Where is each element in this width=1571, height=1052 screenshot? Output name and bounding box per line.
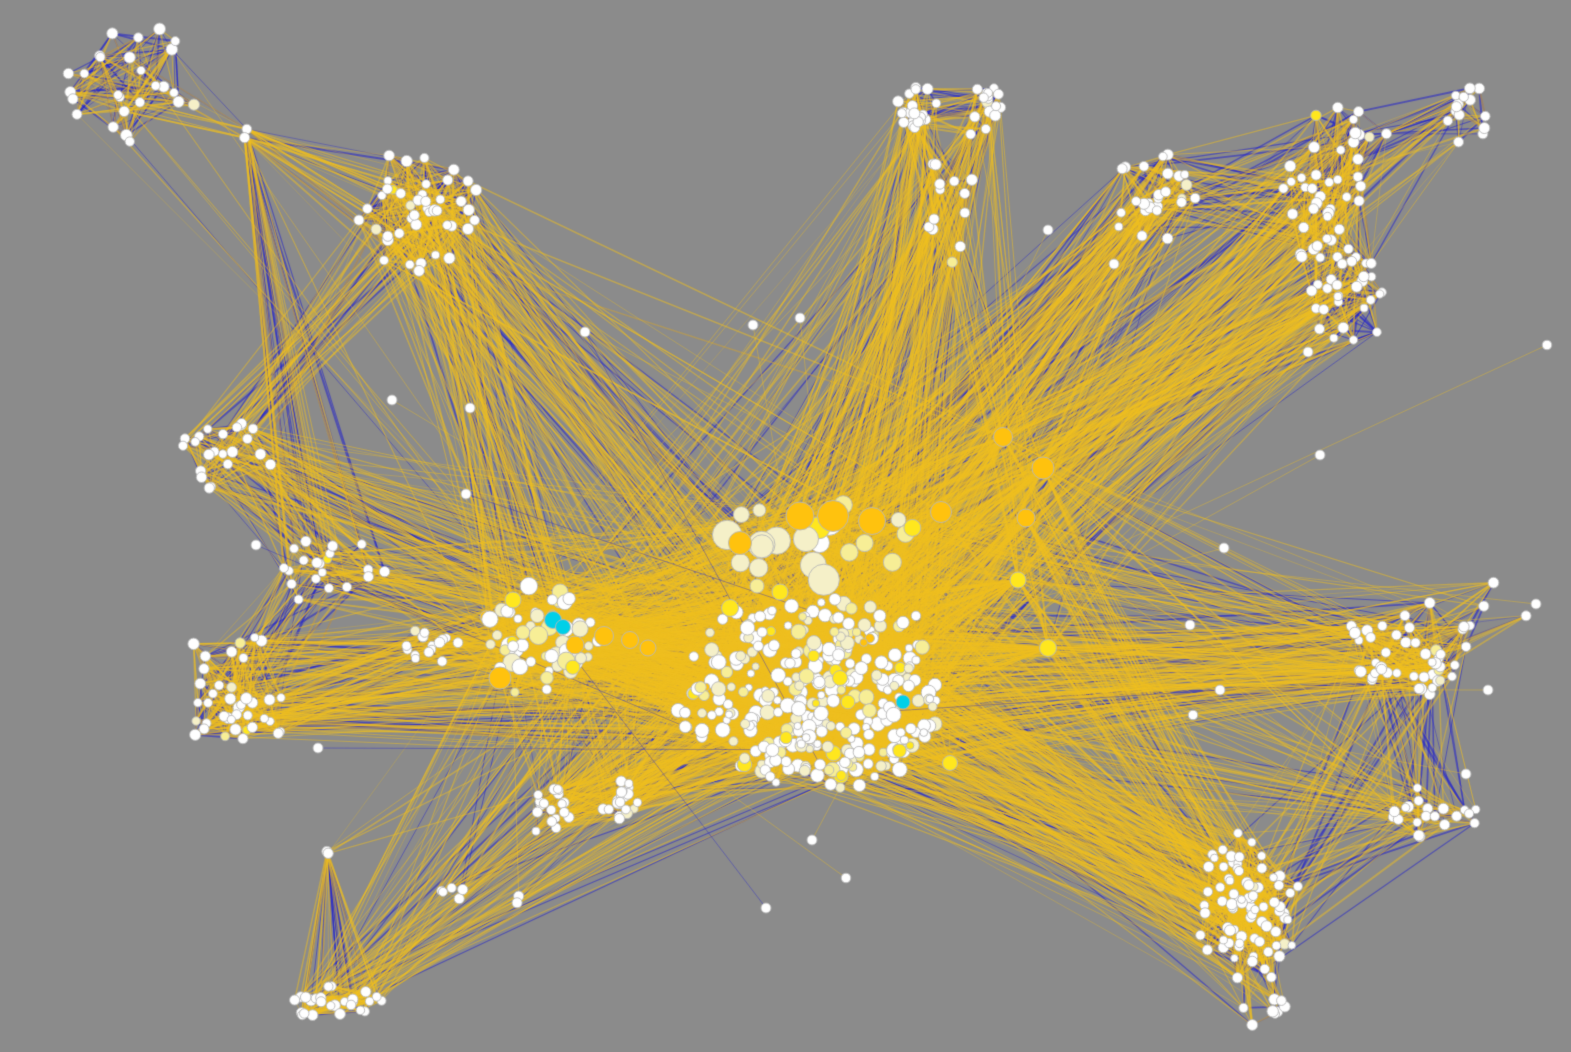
network-graph-visualization (0, 0, 1571, 1052)
network-graph-canvas[interactable] (0, 0, 1571, 1052)
